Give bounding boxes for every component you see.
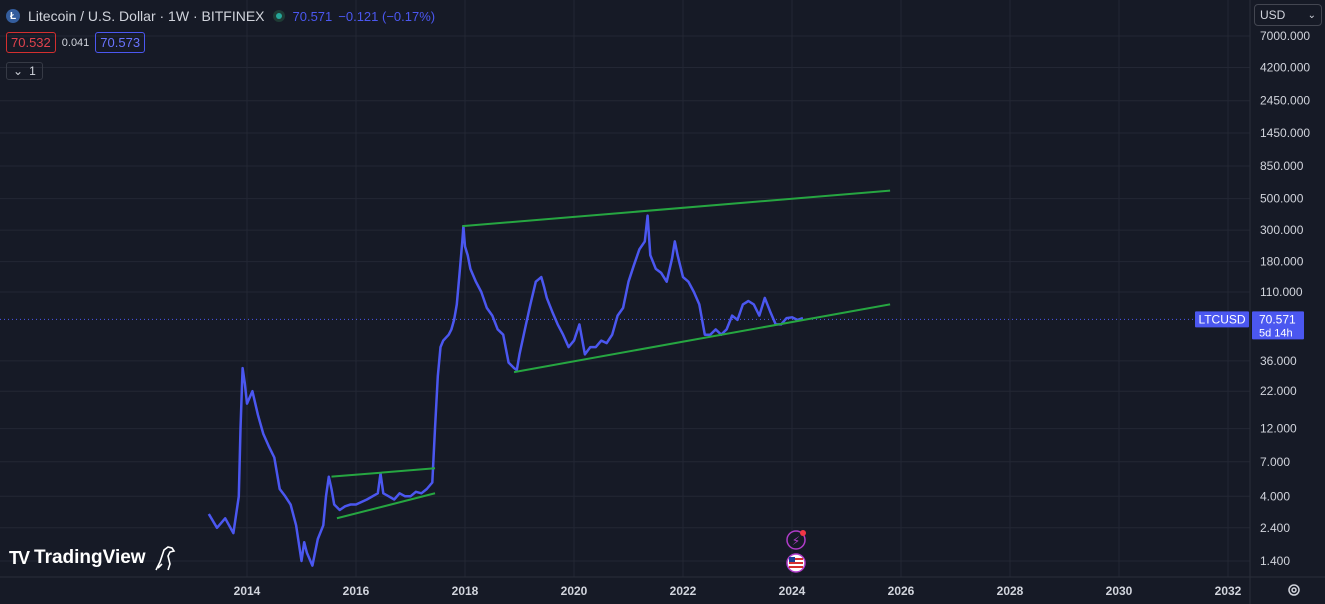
last-price: 70.571 — [292, 8, 333, 24]
currency-select[interactable]: USD ⌄ — [1254, 4, 1322, 26]
indicator-count: 1 — [29, 64, 36, 78]
time-tick-label: 2032 — [1215, 584, 1242, 598]
trend-line[interactable] — [331, 467, 436, 478]
symbol-tag: LTCUSD — [1198, 312, 1245, 326]
time-tick-label: 2016 — [343, 584, 370, 598]
price-tick-label: 110.000 — [1260, 285, 1303, 299]
price-tick-label: 2450.000 — [1260, 94, 1310, 108]
time-tick-label: 2020 — [561, 584, 588, 598]
trend-line[interactable] — [513, 303, 891, 374]
price-tick-label: 1.400 — [1260, 554, 1290, 568]
svg-text:⚡: ⚡ — [792, 534, 800, 548]
spread-value: 0.041 — [61, 36, 90, 49]
grid-lines — [0, 0, 1250, 577]
price-tick-label: 4.000 — [1260, 489, 1290, 503]
dino-icon — [154, 546, 175, 571]
symbol-title[interactable]: Litecoin / U.S. Dollar · 1W · BITFINEX — [28, 8, 265, 24]
sell-button[interactable]: 70.532 — [6, 32, 56, 53]
tradingview-logo[interactable]: TV TradingView — [9, 544, 178, 572]
time-axis[interactable]: 2014 2016 2018 2020 2022 2024 2026 2028 2030 2032 — [234, 584, 1242, 598]
time-tick-label: 2030 — [1106, 584, 1133, 598]
chevron-down-icon: ⌄ — [13, 64, 24, 78]
symbol-tag-bg — [1195, 311, 1249, 328]
trend-line[interactable] — [462, 189, 891, 228]
event-marker-news[interactable]: ⚡ — [786, 530, 806, 550]
price-tick-label: 300.000 — [1260, 223, 1304, 237]
price-series[interactable] — [207, 189, 891, 567]
buy-button[interactable]: 70.573 — [95, 32, 146, 53]
time-tick-label: 2022 — [670, 584, 697, 598]
trend-line[interactable] — [336, 492, 436, 520]
event-markers[interactable]: ⚡ — [786, 530, 806, 573]
price-tick-label: 850.000 — [1260, 159, 1304, 173]
time-tick-label: 2026 — [888, 584, 915, 598]
current-price-label: 70.571 — [1259, 312, 1296, 326]
price-label-bg — [1252, 311, 1304, 340]
time-tick-label: 2014 — [234, 584, 261, 598]
settings-gear-icon[interactable] — [1286, 582, 1302, 598]
chevron-down-icon: ⌄ — [1307, 9, 1316, 21]
currency-value: USD — [1260, 8, 1286, 22]
price-tick-label: 2.400 — [1260, 521, 1290, 535]
symbol-header: Ł Litecoin / U.S. Dollar · 1W · BITFINEX… — [6, 6, 435, 26]
logo-text: TradingView — [34, 547, 146, 568]
litecoin-icon: Ł — [6, 9, 20, 23]
bar-countdown: 5d 14h — [1259, 327, 1293, 339]
price-tick-label: 36.000 — [1260, 354, 1297, 368]
price-tick-label: 22.000 — [1260, 384, 1297, 398]
price-tick-label: 7000.000 — [1260, 29, 1310, 43]
price-change: −0.121 (−0.17%) — [338, 8, 436, 24]
time-tick-label: 2018 — [452, 584, 479, 598]
price-tick-label: 7.000 — [1260, 455, 1290, 469]
price-tick-label: 12.000 — [1260, 422, 1297, 436]
bid-ask-row: 70.532 0.041 70.573 — [6, 32, 146, 53]
time-tick-label: 2028 — [997, 584, 1024, 598]
price-axis[interactable]: 7000.000 4200.000 2450.000 1450.000 850.000 5… — [1260, 29, 1310, 568]
price-line-series[interactable] — [207, 214, 804, 567]
price-tick-label: 4200.000 — [1260, 60, 1310, 74]
price-tick-label: 1450.000 — [1260, 126, 1310, 140]
current-price-tag: LTCUSD 70.571 5d 14h — [1195, 311, 1304, 340]
event-marker-us-economic[interactable] — [786, 553, 806, 573]
time-tick-label: 2024 — [779, 584, 806, 598]
market-status-icon[interactable] — [272, 10, 285, 22]
price-tick-label: 500.000 — [1260, 192, 1304, 206]
indicators-toggle-button[interactable]: ⌄ 1 — [6, 62, 43, 80]
price-tick-label: 180.000 — [1260, 255, 1304, 269]
tradingview-mark-icon: TV — [9, 547, 30, 568]
